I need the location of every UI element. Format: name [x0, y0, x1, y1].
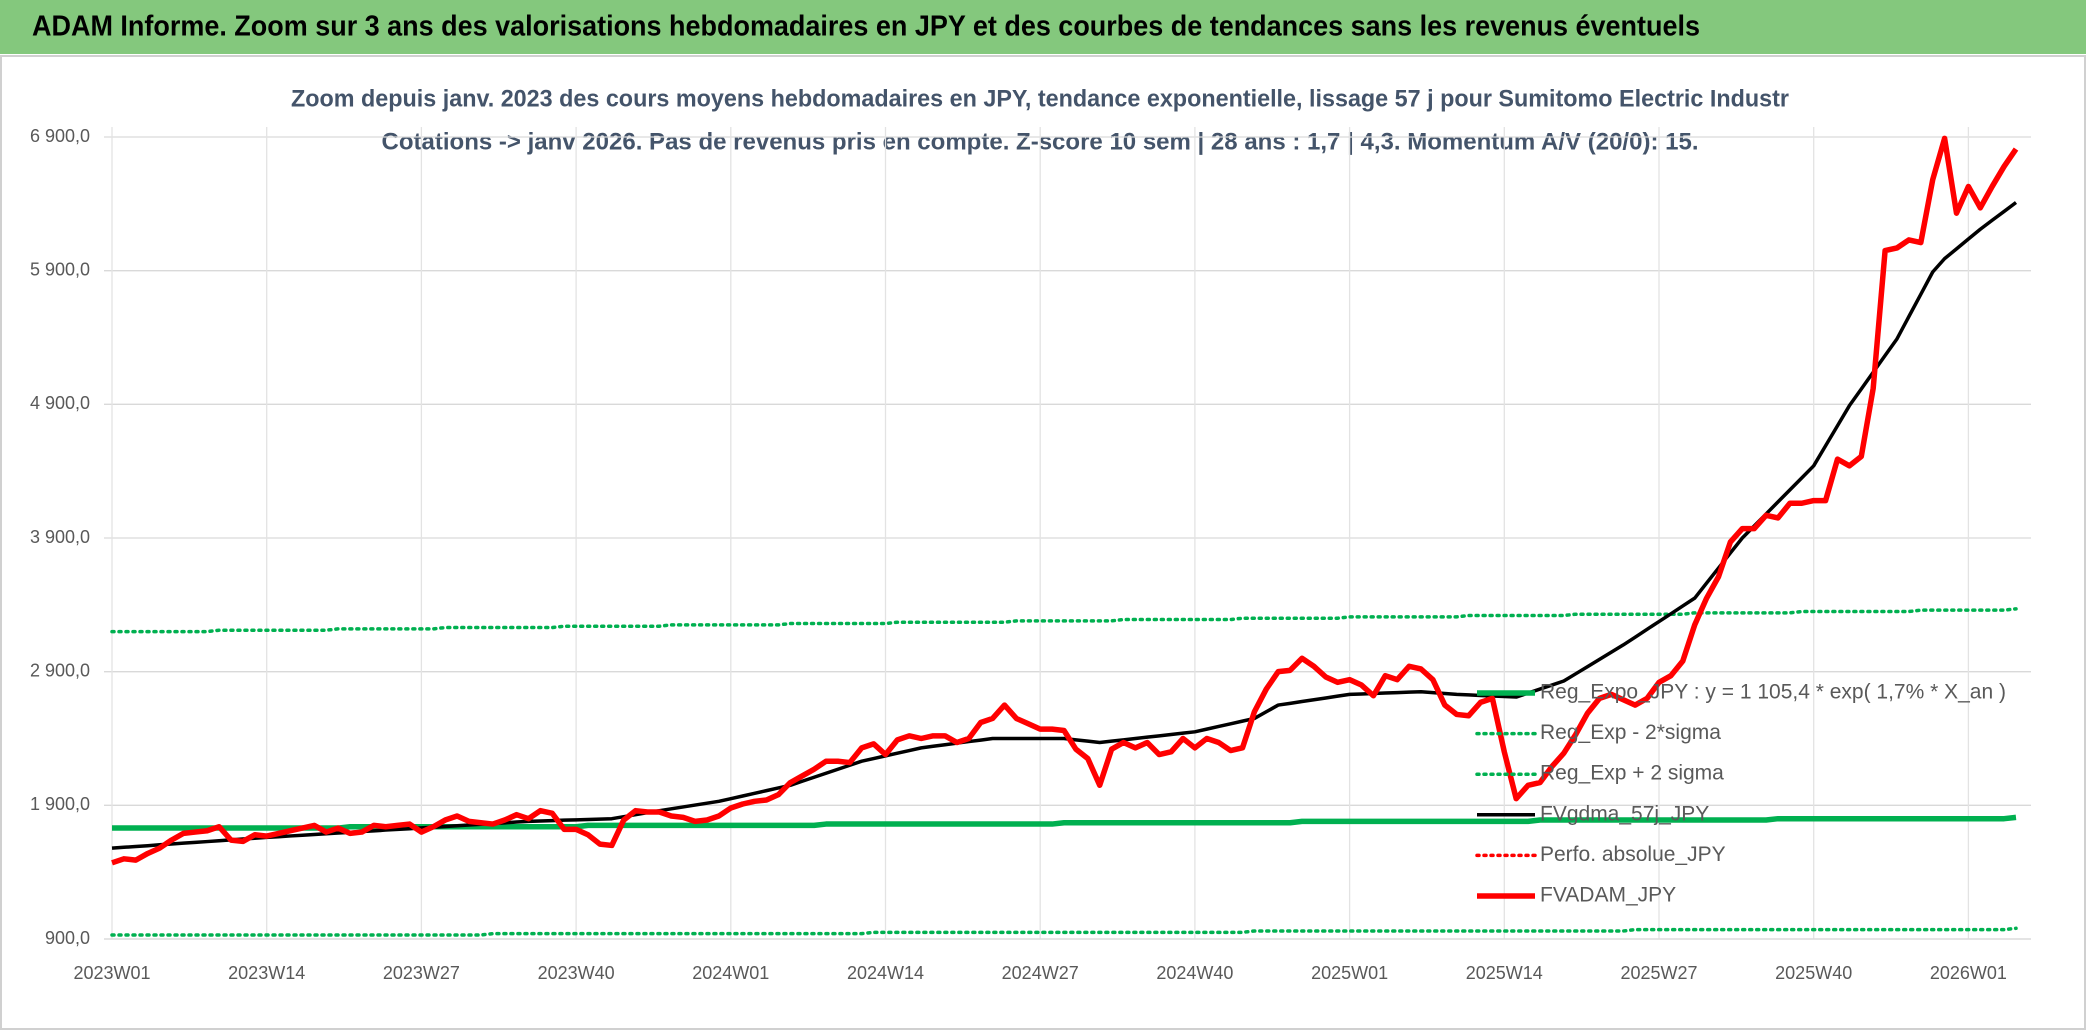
legend-label: Reg_Exp - 2*sigma [1540, 721, 1721, 744]
legend-label: Reg_Exp + 2 sigma [1540, 762, 1724, 785]
series-line [110, 607, 2018, 634]
y-tick-label: 1 900,0 [30, 794, 90, 814]
plot-area: 900,0 1 900,0 2 900,0 3 900,0 4 900,0 5 900,0… [30, 126, 2031, 983]
x-tick-label: 2025W14 [1466, 963, 1543, 983]
chart-frame [0, 55, 2086, 1030]
x-tick-label: 2024W40 [1156, 963, 1233, 983]
series-line [111, 135, 2019, 866]
legend-label: FVgdma_57j_JPY [1540, 802, 1709, 825]
x-tick-label: 2024W27 [1002, 963, 1079, 983]
y-tick-label: 4 900,0 [30, 393, 90, 413]
x-tick-label: 2023W40 [538, 963, 615, 983]
y-tick-label: 2 900,0 [30, 660, 90, 680]
x-tick-label: 2026W01 [1930, 963, 2007, 983]
x-tick-label: 2024W01 [692, 963, 769, 983]
y-tick-label: 5 900,0 [30, 259, 90, 279]
x-tick-label: 2024W14 [847, 963, 924, 983]
legend-label: Reg_Expo_JPY : y = 1 105,4 * exp( 1,7% *… [1540, 681, 2006, 704]
x-tick-label: 2023W14 [228, 963, 305, 983]
header-title: ADAM Informe. Zoom sur 3 ans des valoris… [32, 11, 1700, 43]
header-bar [0, 0, 2086, 54]
x-tick-label: 2025W01 [1311, 963, 1388, 983]
y-tick-label: 6 900,0 [30, 126, 90, 146]
legend-label: FVADAM_JPY [1540, 884, 1676, 907]
x-tick-label: 2025W40 [1775, 963, 1852, 983]
y-tick-label: 3 900,0 [30, 527, 90, 547]
chart-title: Zoom depuis janv. 2023 des cours moyens … [291, 85, 1789, 112]
x-tick-label: 2025W27 [1620, 963, 1697, 983]
series-line [111, 201, 2018, 850]
x-tick-label: 2023W01 [73, 963, 150, 983]
series-line [110, 926, 2018, 937]
legend-label: Perfo. absolue_JPY [1540, 843, 1726, 866]
y-tick-label: 900,0 [45, 928, 90, 948]
x-tick-label: 2023W27 [383, 963, 460, 983]
